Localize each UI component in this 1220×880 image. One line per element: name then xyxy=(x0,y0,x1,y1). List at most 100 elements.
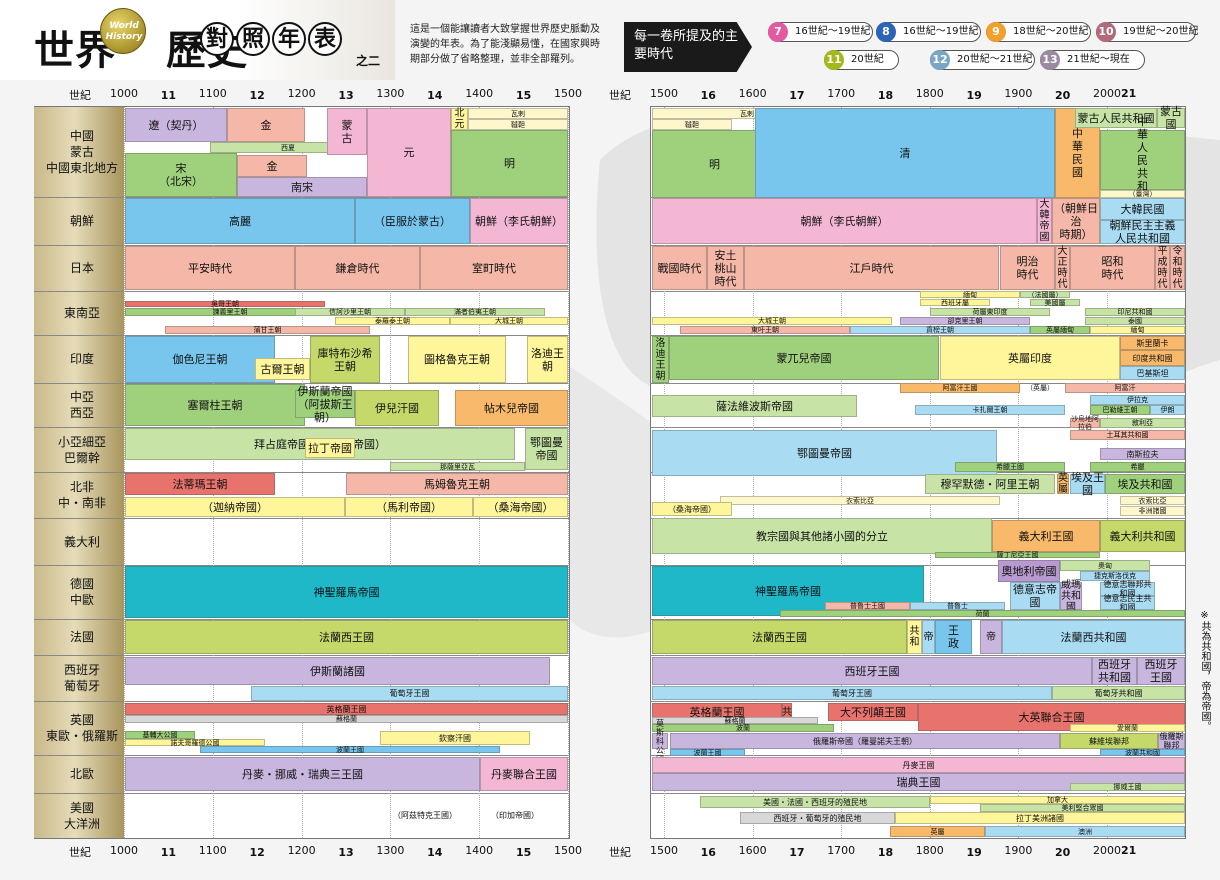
timeline-block: 阿富汗 xyxy=(1065,383,1185,393)
timeline-block: 丹麥王國 xyxy=(652,757,1185,773)
timeline-block: 瑞典王國 xyxy=(652,773,1185,791)
grid-line xyxy=(301,107,303,838)
timeline-block: 大 正 時 代 xyxy=(1055,246,1070,290)
timeline-block: 巴基斯坦 xyxy=(1120,366,1185,380)
axis-year: 1300 xyxy=(376,844,405,857)
timeline-block: 南宋 xyxy=(237,177,367,197)
legend-number: 12 xyxy=(930,50,950,70)
timeline-block: 普魯士王國 xyxy=(825,602,910,610)
region-label: 中亞 西亞 xyxy=(69,390,94,420)
axis-year: 2000 xyxy=(1093,87,1121,100)
timeline-block: 印尼共和國 xyxy=(1085,308,1185,316)
legend-text: 20世紀～21世紀 xyxy=(957,54,1033,65)
legend-text: 16世紀～19世紀 xyxy=(795,26,871,37)
timeline-block: 蒙古國 xyxy=(1157,105,1185,131)
timeline-block: 法蘭西王國 xyxy=(652,620,907,654)
timeline-block: 帖木兒帝國 xyxy=(455,390,568,426)
axis-year: 2000 xyxy=(1093,844,1121,857)
row-divider xyxy=(650,291,1186,292)
legend-number: 8 xyxy=(876,22,896,42)
axis-year: 1600 xyxy=(738,844,767,857)
timeline-block: （迦納帝國） xyxy=(125,497,345,517)
timeline-block: 金 xyxy=(227,108,305,142)
legend-number: 7 xyxy=(768,22,788,42)
timeline-block: 葡萄牙王國 xyxy=(652,686,1052,700)
timeline-block: （桑海帝國） xyxy=(652,502,732,516)
axis-year: 1100 xyxy=(198,844,227,857)
timeline-block: 帝 xyxy=(922,620,935,654)
timeline-block: 衣索比亞 xyxy=(720,496,1000,505)
timeline-block: 大城王朝 xyxy=(652,317,892,325)
timeline-block: 室町時代 xyxy=(420,246,568,290)
timeline-block: （朝鮮日治 時期） xyxy=(1052,198,1100,244)
timeline-block: （印加帝國） xyxy=(491,810,539,820)
legend-number: 13 xyxy=(1040,50,1060,70)
axis-year: 1000 xyxy=(110,844,138,857)
timeline-block: 高麗 xyxy=(125,198,355,244)
timeline-block: 印度共和國 xyxy=(1120,350,1185,366)
timeline-block: 蘇格蘭 xyxy=(652,717,818,725)
legend-number: 9 xyxy=(986,22,1006,42)
axis-year: 1400 xyxy=(465,87,494,100)
timeline-block: 英屬 xyxy=(890,826,985,837)
axis-century: 11 xyxy=(160,89,177,102)
timeline-block: 王 政 xyxy=(935,620,972,654)
timeline-block: 洛迪王朝 xyxy=(527,336,568,383)
timeline-block: 波蘭王國 xyxy=(200,746,500,754)
axis-century: 20 xyxy=(1055,89,1071,102)
legend-number: 11 xyxy=(824,50,844,70)
timeline-block: 英屬 xyxy=(1057,473,1069,495)
axis-year: 1200 xyxy=(287,87,316,100)
timeline-block: 大 韓 帝 國 xyxy=(1037,198,1052,244)
timeline-block: 教宗國與其他諸小國的分立 xyxy=(652,518,992,554)
timeline-block: （阿茲特克王國） xyxy=(393,810,457,820)
timeline-block: 圖格魯克王朝 xyxy=(408,336,506,383)
axis-century: 16 xyxy=(700,846,716,859)
timeline-block: 伊拉克 xyxy=(1090,395,1185,405)
timeline-block: 加拿大 xyxy=(930,796,1185,804)
timeline-block: 韃靼 xyxy=(468,119,568,130)
legend-text: 16世紀～19世紀 xyxy=(903,26,979,37)
timeline-block: 平安時代 xyxy=(125,246,295,290)
timeline-block: 莫斯科 公國 xyxy=(652,719,668,764)
timeline-block: 蒙古人民共和國 xyxy=(1075,108,1157,128)
timeline-block: 荷蘭 xyxy=(780,610,1185,618)
axis-century: 12 xyxy=(249,89,265,102)
region-label: 小亞細亞 巴爾幹 xyxy=(57,434,106,465)
timeline-block: 金 xyxy=(237,155,307,177)
timeline-block: 英格蘭王國 xyxy=(125,703,568,715)
timeline-block: 中 華 人 民 共 和 國 xyxy=(1100,115,1185,206)
timeline-block: 蘇格蘭 xyxy=(125,715,568,723)
axis-century: 20 xyxy=(1055,846,1071,859)
timeline-block: 卻克里王朝 xyxy=(900,317,1030,325)
timeline-block: 奧匈 xyxy=(1060,560,1150,571)
timeline-block: 俄羅斯 聯邦 xyxy=(1158,732,1185,750)
region-label: 西班牙 葡萄牙 xyxy=(63,663,100,693)
timeline-block: 俄羅斯帝國（羅曼諾夫王朝） xyxy=(670,733,1060,749)
timeline-block: 伊朗 xyxy=(1150,405,1185,415)
legend-badge-8: 8 16世紀～19世紀 xyxy=(876,22,981,42)
timeline-block: 塞爾柱王朝 xyxy=(125,384,305,426)
axis-century: 13 xyxy=(338,89,354,102)
timeline-block: 遼（契丹） xyxy=(125,108,227,142)
timeline-block: 伽色尼王朝 xyxy=(125,336,275,383)
globe-emblem: World History xyxy=(100,8,146,54)
timeline-block: 葡萄牙王國 xyxy=(251,686,568,701)
timeline-block: 朝鮮民主主義 人民共和國 xyxy=(1100,219,1185,245)
timeline-block: 江戶時代 xyxy=(744,246,999,290)
intro-text: 這是一個能讓讀者大致掌握世界歷史脈動及演變的年表。為了能淺顯易懂，在國家興時期部… xyxy=(410,24,600,65)
timeline-block: 清 xyxy=(755,108,1055,198)
axis-year: 1500 xyxy=(650,87,678,100)
axis-century: 14 xyxy=(427,846,443,859)
grid-line xyxy=(212,107,214,838)
axis-year: 1000 xyxy=(110,87,138,100)
timeline-block: 伊斯蘭帝國 （阿拔斯王朝） xyxy=(295,385,355,424)
timeline-block: 埃及共和國 xyxy=(1105,474,1185,494)
legend-text: 21世紀～現在 xyxy=(1067,54,1130,65)
timeline-block: 蘇維埃聯邦 xyxy=(1060,733,1158,749)
timeline-block: 拉丁帝國 xyxy=(305,438,355,458)
region-label: 法國 xyxy=(69,630,94,644)
region-label: 印度 xyxy=(69,352,94,366)
timeline-block: 德意志聯邦共和國 xyxy=(1100,580,1155,598)
axis-year: 1100 xyxy=(198,87,227,100)
